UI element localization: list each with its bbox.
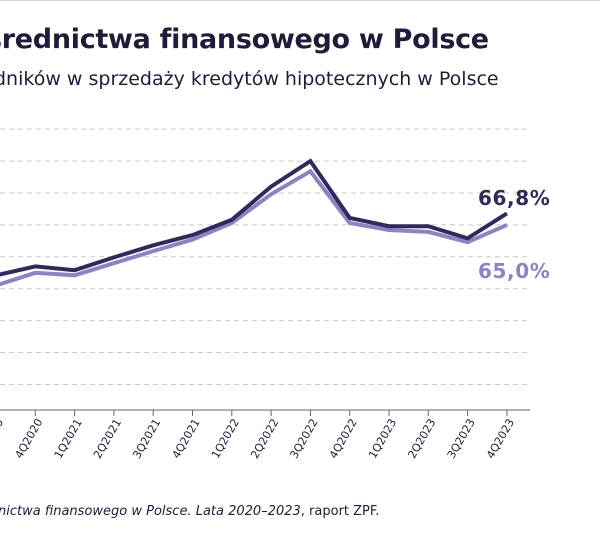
x-tick-label: 4Q2020 [12, 417, 45, 461]
source-note-italic: nictwa finansowego w Polsce. Lata 2020–2… [0, 504, 301, 519]
x-tick-label: 20 [0, 417, 6, 436]
top-border [0, 0, 600, 1]
x-tick-label: 3Q2023 [445, 416, 478, 460]
x-tick-label: 4Q2021 [170, 417, 203, 461]
source-note: nictwa finansowego w Polsce. Lata 2020–2… [0, 504, 379, 519]
x-tick-label: 1Q2022 [209, 417, 242, 461]
x-tick-label: 1Q2021 [52, 417, 85, 461]
series-dark-end-label: 66,8% [478, 186, 551, 210]
x-tick-label: 4Q2022 [327, 417, 360, 461]
chart-title: średnictwa finansowego w Polsce [0, 24, 489, 55]
x-tick-label: 2Q2021 [91, 417, 124, 461]
x-tick-label: 4Q2023 [484, 417, 517, 461]
x-tick-label: 3Q2022 [288, 417, 321, 461]
series-light-end-label: 65,0% [478, 259, 551, 283]
chart-subtitle: dników w sprzedaży kredytów hipotecznych… [0, 68, 499, 90]
gridlines [0, 128, 530, 385]
source-note-rest: , raport ZPF. [300, 504, 380, 519]
x-tick-label: 2Q2022 [248, 417, 281, 461]
x-tick-label: 3Q2021 [130, 417, 163, 461]
x-tick-label: 1Q2023 [366, 417, 399, 461]
series-lines [0, 158, 508, 287]
series-light-line [0, 168, 508, 287]
x-axis-ticks: 20 4Q2020 1Q2021 2Q2021 3Q2021 4Q2021 1Q2022 2Q… [0, 410, 517, 461]
series-dark-line [0, 158, 508, 277]
x-tick-label: 2Q2023 [405, 417, 438, 461]
